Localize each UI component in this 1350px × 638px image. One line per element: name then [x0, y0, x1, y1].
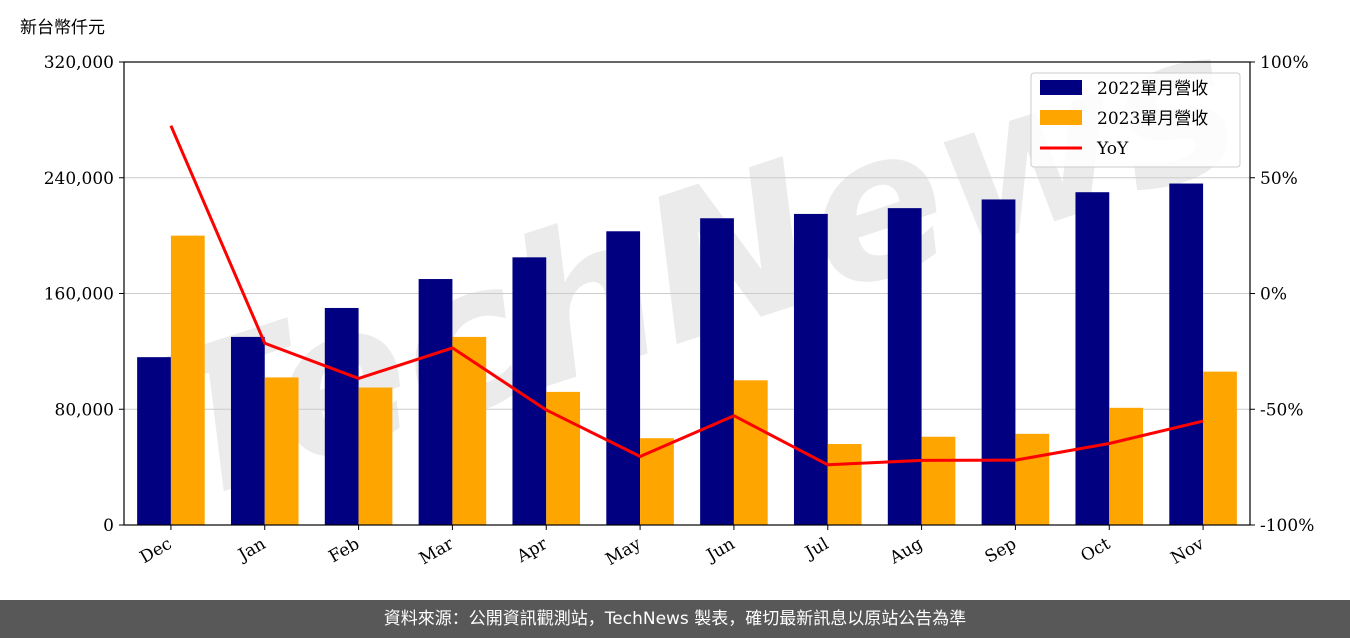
bar-2022	[606, 231, 641, 526]
legend-swatch-2023	[1040, 110, 1082, 125]
x-tick-label: Oct	[1078, 534, 1114, 567]
bar-2023	[1109, 407, 1144, 525]
yoy-line	[169, 125, 1204, 467]
bars	[137, 183, 1237, 526]
x-tick-label: Dec	[137, 534, 176, 568]
y2-tick-label: -100%	[1260, 516, 1314, 536]
source-footer: 資料來源：公開資訊觀測站，TechNews 製表，確切最新訊息以原站公告為準	[0, 600, 1350, 638]
bar-2022	[137, 357, 171, 525]
left-axis: 0 80,000 160,000 240,000 320,000	[44, 53, 124, 536]
bar-2023	[1203, 371, 1237, 525]
bar-2023	[1015, 433, 1050, 525]
bar-2023	[170, 235, 205, 525]
legend-box	[1030, 72, 1241, 168]
bar-2022	[887, 208, 922, 525]
y2-tick-label: 0%	[1260, 285, 1287, 305]
x-tick-label: Jan	[233, 534, 269, 566]
bar-2022	[230, 336, 265, 525]
y-tick-label: 80,000	[55, 400, 114, 420]
bar-2022	[418, 279, 453, 525]
bar-2022	[700, 218, 734, 525]
x-tick-label: May	[602, 534, 645, 570]
y2-tick-label: 100%	[1260, 53, 1309, 73]
legend-label-2022: 2022單月營收	[1097, 79, 1208, 99]
legend-label-yoy: YoY	[1096, 139, 1129, 159]
x-tick-label: Jul	[800, 534, 832, 564]
legend-label-2023: 2023單月營收	[1097, 109, 1208, 129]
bar-2022	[1075, 192, 1110, 525]
y-tick-label: 320,000	[44, 53, 114, 73]
legend-swatch-2022	[1040, 80, 1082, 95]
legend: 2022單月營收 2023單月營收 YoY	[1030, 72, 1241, 168]
bar-2023	[264, 377, 299, 525]
x-tick-label: Feb	[326, 534, 364, 567]
x-tick-label: Nov	[1168, 534, 1208, 569]
x-tick-label: Jun	[702, 534, 739, 567]
bar-2022	[1169, 183, 1204, 525]
x-tick-label: Sep	[982, 534, 1020, 568]
right-axis: -100% -50% 0% 50% 100%	[1250, 53, 1314, 536]
y-tick-label: 240,000	[44, 169, 114, 189]
bar-2023	[921, 436, 956, 525]
bar-2023	[733, 380, 768, 525]
y-tick-label: 0	[103, 516, 114, 536]
x-tick-label: Mar	[416, 534, 458, 570]
bar-2022	[793, 213, 828, 525]
y-tick-label: 160,000	[44, 285, 114, 305]
y2-tick-label: 50%	[1260, 169, 1298, 189]
bar-2023	[358, 387, 393, 525]
bar-2022	[981, 199, 1016, 525]
x-tick-label: Apr	[513, 534, 552, 568]
grid-lines	[124, 177, 1250, 410]
bar-2023	[640, 438, 674, 525]
x-tick-label: Aug	[886, 534, 927, 569]
y2-tick-label: -50%	[1260, 400, 1304, 420]
yoy-line-layer	[169, 125, 1204, 467]
bar-2023	[827, 443, 862, 525]
x-axis: Dec Jan Feb Mar Apr May Jun Jul Aug Sep Oct Nov	[137, 525, 1208, 570]
unit-label: 新台幣仟元	[20, 18, 105, 38]
bar-2022	[324, 307, 359, 525]
